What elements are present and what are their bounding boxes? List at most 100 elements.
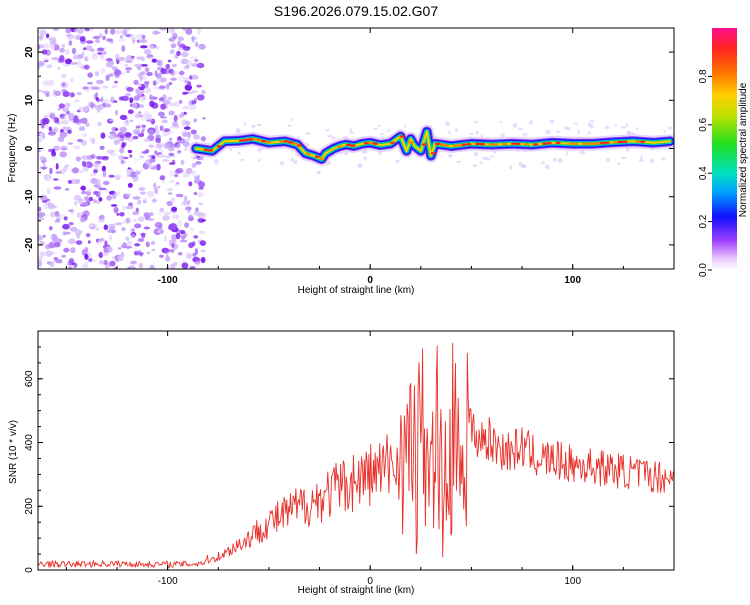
noise-speckle <box>121 95 129 102</box>
faint-speckle <box>589 120 594 123</box>
noise-speckle <box>155 143 162 149</box>
faint-speckle <box>361 150 368 154</box>
noise-speckle <box>54 241 61 248</box>
noise-speckle <box>196 62 205 69</box>
noise-speckle <box>177 251 183 256</box>
noise-speckle <box>82 47 87 51</box>
noise-speckle <box>187 60 192 66</box>
x-tick-label: -100 <box>158 576 178 587</box>
noise-speckle <box>200 219 207 222</box>
noise-speckle <box>104 240 108 246</box>
noise-speckle <box>145 241 150 248</box>
noise-speckle <box>151 58 158 63</box>
noise-speckle <box>64 58 73 65</box>
y-tick-label: -10 <box>24 189 35 204</box>
noise-speckle <box>139 155 145 159</box>
noise-speckle <box>113 69 122 76</box>
noise-speckle <box>193 235 199 239</box>
noise-speckle <box>113 206 119 214</box>
noise-speckle <box>76 91 82 96</box>
noise-speckle <box>82 161 87 167</box>
noise-speckle <box>53 145 61 151</box>
noise-speckle <box>187 81 192 87</box>
noise-speckle <box>71 92 75 98</box>
noise-speckle <box>49 40 56 45</box>
noise-speckle <box>146 251 151 255</box>
noise-speckle <box>50 44 55 51</box>
spectrogram-xlabel: Height of straight line (km) <box>298 285 415 296</box>
noise-speckle <box>61 119 69 125</box>
noise-speckle <box>74 229 83 235</box>
noise-speckle <box>146 218 155 221</box>
colorbar-ticks: 0.0 0.2 0.4 0.6 0.8 <box>698 69 712 277</box>
noise-speckle <box>162 179 166 184</box>
noise-speckle <box>39 156 46 161</box>
noise-speckle <box>51 57 59 61</box>
faint-speckle <box>380 132 384 136</box>
faint-speckle <box>473 151 478 157</box>
faint-speckle <box>544 164 550 170</box>
noise-speckle <box>193 118 197 123</box>
noise-speckle <box>144 110 150 115</box>
noise-speckle <box>178 70 185 76</box>
noise-speckle <box>96 107 101 113</box>
faint-speckle <box>243 121 246 126</box>
y-tick-label: 200 <box>24 497 35 514</box>
noise-speckle <box>110 28 116 35</box>
noise-speckle <box>75 240 83 246</box>
noise-speckle <box>196 94 205 101</box>
noise-speckle <box>116 213 120 216</box>
noise-speckle <box>116 255 124 260</box>
noise-speckle <box>96 156 103 160</box>
faint-speckle <box>378 151 382 156</box>
colorbar-label: Normalized spectral amplitude <box>738 82 749 217</box>
noise-speckle <box>157 185 161 189</box>
faint-speckle <box>530 119 533 125</box>
noise-speckle <box>167 59 172 63</box>
noise-speckle <box>135 130 141 135</box>
noise-speckle <box>59 131 68 138</box>
noise-speckle <box>141 151 149 154</box>
noise-speckle <box>70 78 74 83</box>
faint-speckle <box>638 159 644 162</box>
noise-speckle <box>127 182 133 188</box>
faint-speckle <box>620 156 627 160</box>
noise-speckle <box>109 153 118 157</box>
faint-speckle <box>293 159 298 164</box>
noise-speckle <box>195 41 199 47</box>
noise-speckle <box>136 33 144 40</box>
faint-speckle <box>482 157 485 160</box>
noise-speckle <box>38 206 42 212</box>
noise-speckle <box>82 132 88 138</box>
snr-frame <box>37 330 675 571</box>
y-tick-label: -20 <box>24 237 35 252</box>
noise-speckle <box>100 132 106 139</box>
noise-speckle <box>108 134 116 140</box>
noise-speckle <box>82 210 90 217</box>
noise-speckle <box>180 159 185 165</box>
x-tick-label: 100 <box>564 576 581 587</box>
faint-speckle <box>257 148 262 153</box>
noise-speckle <box>173 243 179 250</box>
faint-speckle <box>479 161 483 165</box>
noise-speckle <box>134 64 138 67</box>
noise-speckle <box>159 77 167 83</box>
noise-speckle <box>191 35 195 43</box>
noise-speckle <box>64 188 70 191</box>
noise-speckle <box>49 211 56 218</box>
faint-speckle <box>237 151 241 155</box>
noise-speckle <box>141 233 146 239</box>
noise-speckle <box>132 102 138 109</box>
noise-speckle <box>184 77 189 80</box>
noise-speckle <box>124 137 130 140</box>
noise-speckle <box>143 226 150 230</box>
noise-speckle <box>100 67 106 74</box>
noise-speckle <box>105 74 110 81</box>
noise-speckle <box>181 51 189 58</box>
faint-speckle <box>331 136 336 140</box>
faint-speckle <box>587 131 591 135</box>
noise-speckle <box>185 106 190 109</box>
noise-speckle <box>94 183 102 189</box>
noise-speckle <box>165 255 171 262</box>
noise-speckle <box>93 86 101 90</box>
